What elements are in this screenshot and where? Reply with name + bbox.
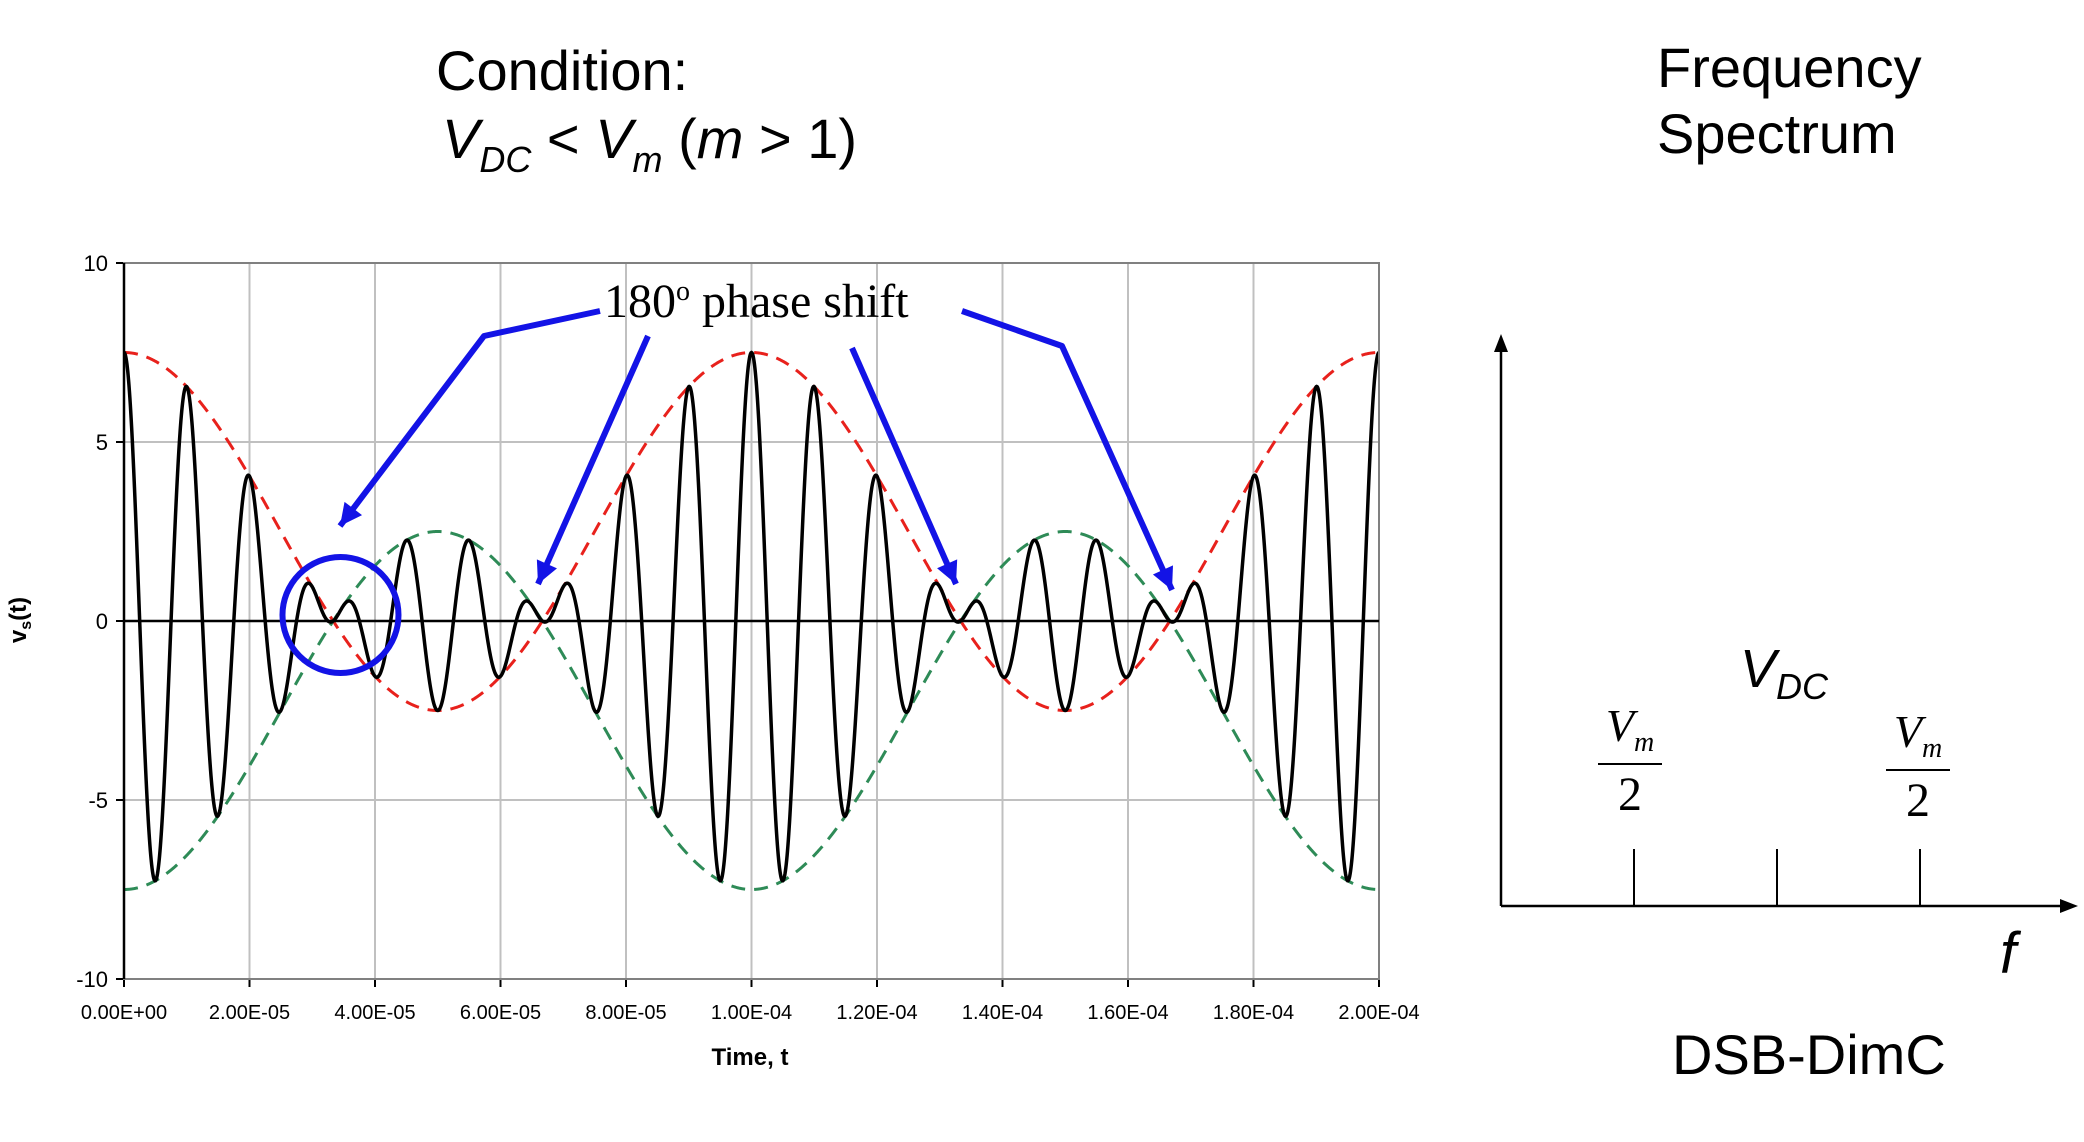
y-tick-label: 5 [96, 430, 108, 455]
x-tick-label: 2.00E-05 [209, 1002, 290, 1024]
condition-expression: VDC < Vm (m > 1) [442, 107, 858, 180]
spectrum-y-arrow [1494, 334, 1508, 352]
y-tick-label: 0 [96, 609, 108, 634]
spectrum-x-arrow [2060, 899, 2078, 913]
x-tick-label: 1.00E-04 [711, 1002, 792, 1024]
condition-heading: Condition: [436, 39, 689, 102]
x-tick-label: 1.20E-04 [836, 1002, 917, 1024]
x-tick-label: 1.40E-04 [962, 1002, 1043, 1024]
x-tick-label: 0.00E+00 [81, 1002, 167, 1024]
chart-axes [116, 262, 1380, 987]
y-axis-label: vs(t) [5, 596, 36, 644]
time-domain-chart: 0.00E+00 2.00E-05 4.00E-05 6.00E-05 8.00E-05… [76, 251, 1419, 1024]
phase-shift-circle [279, 554, 402, 676]
x-tick-label: 6.00E-05 [460, 1002, 541, 1024]
spectrum-usb-fraction: Vm 2 [1886, 706, 1950, 831]
x-tick-label: 1.80E-04 [1213, 1002, 1294, 1024]
y-tick-label: -10 [76, 967, 108, 992]
phase-shift-label: 180o phase shift [604, 275, 909, 328]
phase-arrow-3 [849, 346, 959, 586]
x-tick-label: 8.00E-05 [585, 1002, 666, 1024]
chart-tick-labels: 0.00E+00 2.00E-05 4.00E-05 6.00E-05 8.00E-05… [76, 251, 1419, 1024]
spectrum-vdc-label: VDC [1740, 639, 1829, 707]
x-tick-label: 2.00E-04 [1338, 1002, 1419, 1024]
modulation-type-label: DSB-DimC [1672, 1023, 1946, 1086]
phase-shift-annotation [279, 308, 1175, 676]
phase-arrow-2 [535, 334, 651, 586]
y-tick-label: -5 [88, 788, 108, 813]
y-tick-label: 10 [84, 251, 108, 276]
spectrum-f-label: f [2000, 921, 2017, 986]
spectrum-title: Frequency Spectrum [1657, 36, 1922, 165]
phase-arrow-4 [961, 308, 1175, 592]
x-tick-label: 1.60E-04 [1087, 1002, 1168, 1024]
phase-arrow-1 [337, 308, 601, 528]
spectrum-lsb-fraction: Vm 2 [1598, 700, 1662, 825]
x-axis-label: Time, t [711, 1044, 789, 1071]
x-tick-label: 4.00E-05 [334, 1002, 415, 1024]
spectrum-diagram [1494, 334, 2078, 913]
